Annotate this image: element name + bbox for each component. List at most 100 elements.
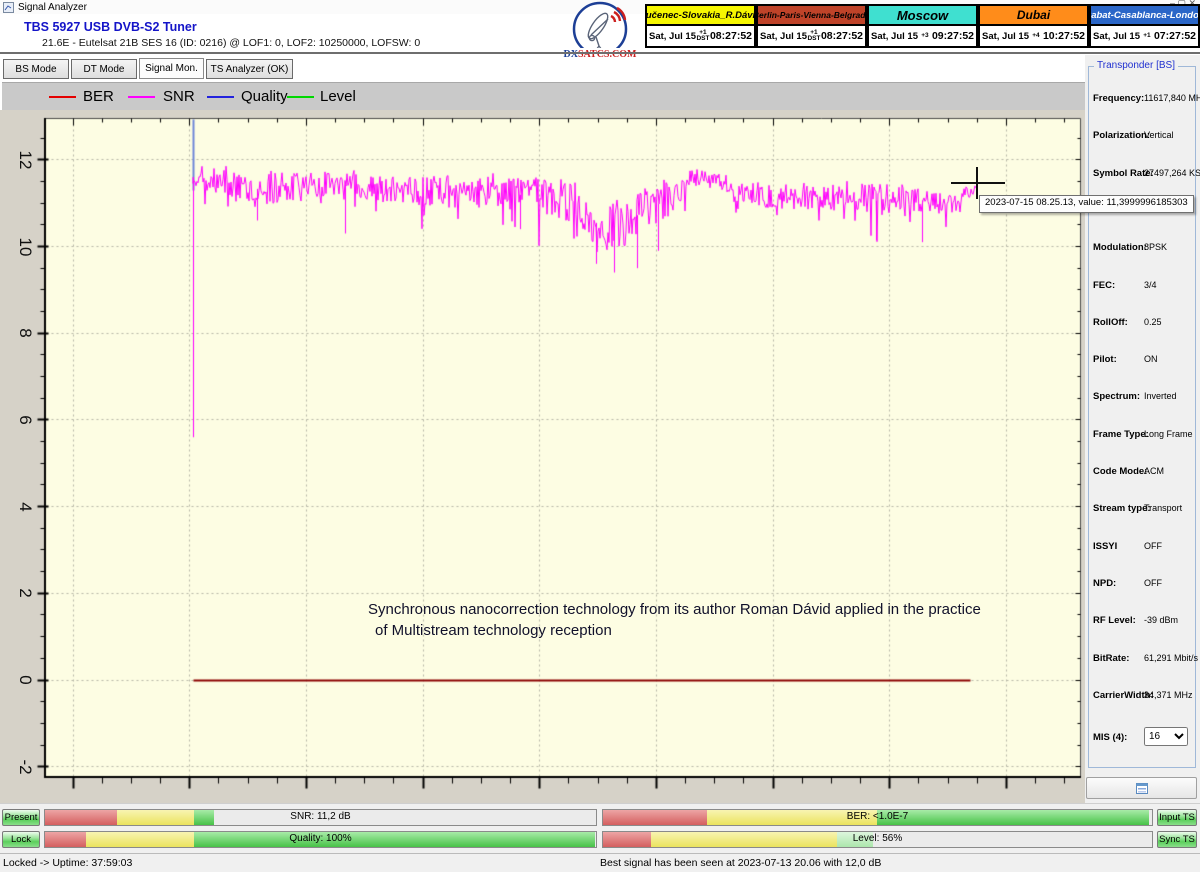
field-value: 0.25 <box>1144 316 1162 327</box>
field-label: Modulation: <box>1093 242 1147 254</box>
ber-meter: BER: <1.0E-7 <box>602 809 1153 826</box>
quality-meter-text: Quality: 100% <box>289 833 352 844</box>
tab-signal-mon[interactable]: Signal Mon. <box>139 58 204 79</box>
best-signal-status: Best signal has been seen at 2023-07-13 … <box>600 857 882 869</box>
clock-time: Sat, Jul 15 +1 DST 08:27:52 <box>758 26 865 46</box>
legend-label-snr: SNR <box>163 88 195 105</box>
meter-segment-yellow <box>707 810 878 825</box>
legend-line-level <box>287 96 314 98</box>
status-bar: Locked -> Uptime: 37:59:03 Best signal h… <box>0 853 1200 872</box>
annotation-line1: Synchronous nanocorrection technology fr… <box>368 601 981 618</box>
chart-annotation: Synchronous nanocorrection technology fr… <box>368 601 1008 639</box>
y-axis-label: 12 <box>16 150 35 170</box>
field-value: Vertical <box>1144 130 1174 141</box>
transponder-field: RollOff: 0.25 <box>1089 317 1197 331</box>
y-axis-label: 10 <box>16 237 35 256</box>
tab-dt-mode[interactable]: DT Mode <box>71 59 137 79</box>
clock-time: Sat, Jul 15 +4 10:27:52 <box>980 26 1087 46</box>
world-clocks: Lučenec-Slovakia_R.DávidSat, Jul 15+1DST… <box>645 4 1200 48</box>
signal-waves-icon <box>610 6 627 23</box>
level-meter-text: Level: 56% <box>852 833 903 844</box>
mis-select[interactable]: 16 <box>1144 727 1188 746</box>
field-value: Long Frame <box>1144 428 1193 439</box>
uptime-status: Locked -> Uptime: 37:59:03 <box>3 857 133 869</box>
field-label: BitRate: <box>1093 652 1130 664</box>
quality-meter: Quality: 100% <box>44 831 597 848</box>
ber-meter-text: BER: <1.0E-7 <box>846 811 909 822</box>
meter-segment-red <box>603 832 651 847</box>
clock-city-label: Berlin-Paris-Vienna-Belgrade <box>758 6 865 26</box>
y-axis-label: -2 <box>16 759 35 775</box>
lock-indicator: Lock <box>2 831 40 848</box>
y-axis-label: 8 <box>16 328 35 338</box>
legend-label-level: Level <box>320 88 356 105</box>
crosshair-cursor <box>951 182 1005 184</box>
clock-time: Sat, Jul 15 +3 09:27:52 <box>869 26 976 46</box>
transponder-field: Frequency:11617,840 MHz <box>1089 93 1200 107</box>
tab-bs-mode[interactable]: BS Mode <box>3 59 69 79</box>
app-icon <box>3 1 14 13</box>
transponder-field: BitRate: 61,291 Mbit/s <box>1089 652 1199 667</box>
field-value: 3/4 <box>1144 279 1157 290</box>
transponder-field: FEC: 3/4 <box>1089 280 1197 294</box>
field-label: Stream type: <box>1093 503 1151 515</box>
field-value: Transport <box>1144 503 1183 514</box>
tab-ts-analyzer[interactable]: TS Analyzer (OK) <box>206 59 293 79</box>
meter-segment-green <box>877 810 1150 825</box>
field-value: 34,371 MHz <box>1144 689 1193 700</box>
field-label: Frame Type: <box>1093 428 1149 440</box>
legend-label-quality: Quality <box>241 88 288 105</box>
meter-segment-yellow <box>86 832 194 847</box>
transponder-field: ISSYI OFF <box>1089 541 1197 555</box>
snr-meter-text: SNR: 11,2 dB <box>290 811 351 822</box>
logo-text: DXSATCS.COM <box>564 49 637 60</box>
tuner-subtitle: 21.6E - Eutelsat 21B SES 16 (ID: 0216) @… <box>42 37 421 49</box>
transponder-field: NPD: OFF <box>1089 578 1197 592</box>
clock: Dubai Sat, Jul 15 +4 10:27:52 <box>978 4 1089 48</box>
clock-city-label: Rabat-Casablanca-London <box>1091 6 1198 26</box>
transponder-groupbox: Transponder [BS] Frequency:11617,840 MHz… <box>1088 60 1200 768</box>
field-value: 8PSK <box>1144 242 1168 253</box>
field-value: OFF <box>1144 577 1162 588</box>
field-label: ISSYI <box>1093 540 1118 552</box>
status-meters: Present Lock Input TS Sync TS SNR: 11,2 … <box>0 803 1200 872</box>
header-separator <box>0 52 1200 54</box>
field-label: Code Mode: <box>1093 466 1148 477</box>
panel-action-button[interactable] <box>1086 777 1197 799</box>
chart-legend: BER SNR Quality Level <box>2 82 1085 111</box>
sync-ts-indicator: Sync TS <box>1157 831 1197 848</box>
field-label: FEC: <box>1093 279 1116 291</box>
field-value: 61,291 Mbit/s <box>1144 652 1199 663</box>
clock: Berlin-Paris-Vienna-Belgrade Sat, Jul 15 +… <box>756 4 867 48</box>
present-indicator: Present <box>2 809 40 826</box>
tuner-title: TBS 5927 USB DVB-S2 Tuner <box>24 20 197 34</box>
field-label: Polarization: <box>1093 130 1151 142</box>
clock-time: Sat, Jul 15 +1 DST 08:27:52 <box>647 26 754 46</box>
transponder-group-label: Transponder [BS] <box>1094 60 1179 71</box>
crosshair-cursor <box>976 167 978 199</box>
transponder-field: Code Mode: ACM <box>1089 466 1197 480</box>
value-tooltip: 2023-07-15 08.25.13, value: 11,399999618… <box>979 195 1194 213</box>
clock: Rabat-Casablanca-LondonSat, Jul 15+107:2… <box>1089 4 1200 48</box>
input-ts-indicator: Input TS <box>1157 809 1197 826</box>
clock-city-label: Lučenec-Slovakia_R.Dávid <box>647 6 754 26</box>
chart-canvas[interactable] <box>0 110 1085 803</box>
level-meter: Level: 56% <box>602 831 1153 848</box>
transponder-field: CarrierWidth: 34,371 MHz <box>1089 690 1197 704</box>
clock-city-label: Dubai <box>980 6 1087 26</box>
meter-segment-green <box>193 832 595 847</box>
field-value: OFF <box>1144 540 1162 551</box>
meter-segment-red <box>603 810 708 825</box>
meter-segment-palegreen <box>837 832 874 847</box>
field-label: RollOff: <box>1093 316 1128 328</box>
transponder-field: Polarization: Vertical <box>1089 130 1197 144</box>
clock: Moscow Sat, Jul 15 +3 09:27:52 <box>867 4 978 48</box>
field-value: Inverted <box>1144 391 1177 402</box>
field-value: 11617,840 MHz <box>1144 93 1200 103</box>
transponder-field: RF Level: -39 dBm <box>1089 615 1197 629</box>
signal-chart[interactable]: 12 10 8 6 4 2 0 -2 <box>0 110 1085 803</box>
list-icon <box>1135 782 1148 794</box>
clock-window-controls[interactable]: – ▢ ✕ <box>1128 0 1200 7</box>
y-axis-label: 6 <box>16 415 35 425</box>
legend-line-snr <box>128 96 155 98</box>
